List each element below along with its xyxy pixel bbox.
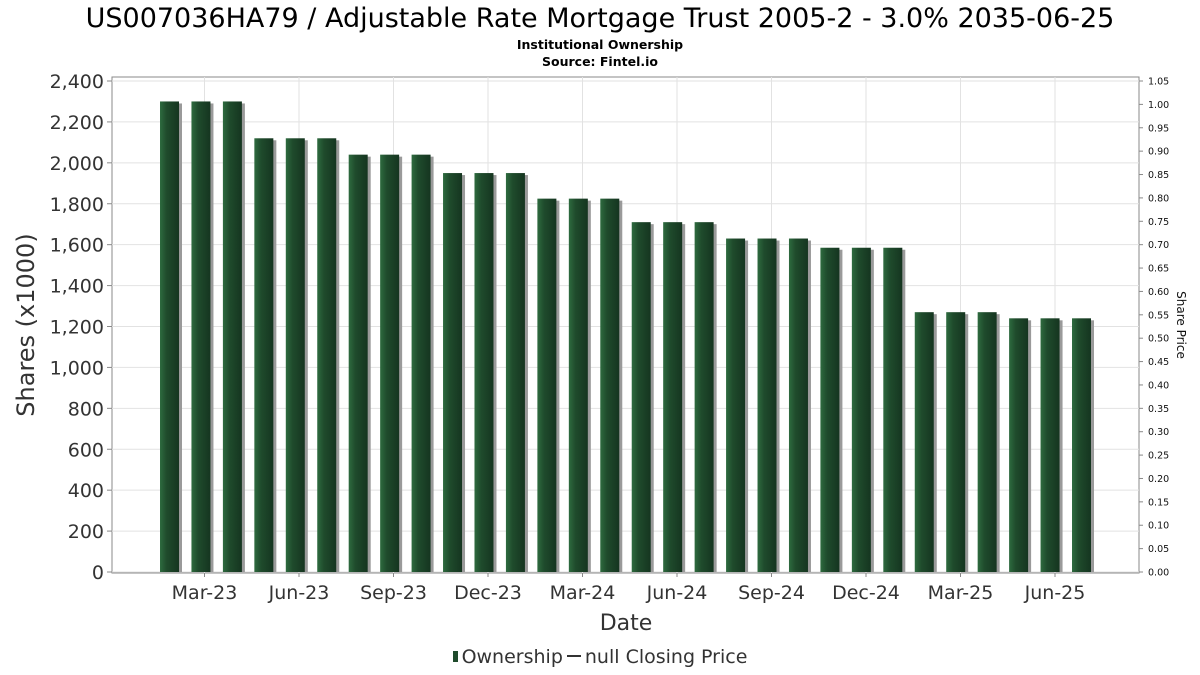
ownership-bar [726,238,746,572]
ownership-bar [222,101,242,572]
chart-title: US007036HA79 / Adjustable Rate Mortgage … [85,3,1115,34]
y-tick-label: 1,000 [50,357,104,379]
x-tick-label: Jun-25 [1024,582,1086,604]
ownership-bar [443,173,463,572]
y2-tick-label: 1.05 [1148,77,1169,88]
y-tick-label: 1,600 [50,235,104,257]
y-tick-label: 200 [68,521,104,543]
y2-tick-label: 0.50 [1148,334,1169,345]
ownership-bar [1009,318,1029,572]
y-tick-label: 0 [92,562,104,584]
y2-tick-label: 0.95 [1148,123,1169,134]
x-tick-label: Dec-23 [454,582,522,604]
y2-tick-label: 0.35 [1148,404,1169,415]
legend-closing-price-label: null Closing Price [584,646,748,668]
y2-tick-label: 0.90 [1148,147,1169,158]
y-tick-label: 1,800 [50,194,104,216]
closing-price-legend-marker [566,655,581,657]
y2-tick-label: 0.15 [1148,497,1169,508]
ownership-bar [380,154,400,572]
ownership-bar [977,312,997,572]
ownership-bar [946,312,966,572]
x-tick-label: Jun-23 [268,582,330,604]
y-tick-label: 2,200 [50,112,104,134]
x-tick-label: Sep-24 [738,582,805,604]
y2-tick-label: 0.45 [1148,357,1169,368]
ownership-bar [348,154,368,572]
ownership-bar [820,247,840,572]
chart-subtitle: Institutional Ownership [516,37,684,52]
y2-tick-label: 0.30 [1148,427,1169,438]
x-tick-label: Mar-24 [550,582,616,604]
y-tick-label: 1,400 [50,276,104,298]
chart-source: Source: Fintel.io [542,54,658,69]
ownership-bar [411,154,431,572]
ownership-bar [474,173,494,572]
y2-tick-label: 0.40 [1148,380,1169,391]
ownership-bar [851,247,871,572]
ownership-bar [757,238,777,572]
x-axis-title: Date [600,611,653,636]
ownership-bar [160,101,179,572]
y2-tick-label: 0.25 [1148,451,1169,462]
ownership-bar [1072,318,1091,572]
ownership-bar [631,222,651,572]
legend-ownership-label: Ownership [461,646,563,668]
y2-tick-label: 0.70 [1148,240,1169,251]
y-tick-label: 400 [68,480,104,502]
ownership-bar [883,247,903,572]
x-tick-label: Sep-23 [360,582,427,604]
y-axis-title: Shares (x1000) [12,233,40,416]
ownership-bar [317,138,337,573]
ownership-bar [191,101,211,572]
ownership-bar [505,173,525,572]
y-tick-label: 600 [68,439,104,461]
ownership-bar [788,238,808,572]
x-tick-label: Jun-24 [646,582,708,604]
legend: Ownership null Closing Price [0,646,1200,668]
y2-tick-label: 0.60 [1148,287,1169,298]
y2-axis-title: Share Price [1174,291,1188,359]
x-tick-label: Dec-24 [832,582,900,604]
y-tick-label: 1,200 [50,317,104,339]
ownership-bar [914,312,934,572]
chart-header: US007036HA79 / Adjustable Rate Mortgage … [0,0,1200,70]
y-tick-label: 2,400 [50,71,104,93]
y2-tick-label: 0.05 [1148,544,1169,555]
y2-tick-label: 0.20 [1148,474,1169,485]
x-tick-label: Mar-23 [172,582,238,604]
ownership-bar [694,222,714,572]
ownership-bar [537,198,557,572]
y-tick-label: 2,000 [50,153,104,175]
y2-tick-label: 0.55 [1148,310,1169,321]
axes: 0 200 400 600 800 1,000 1,200 1,400 1,600 1,800 2,… [12,71,1188,636]
y2-tick-label: 0.00 [1148,568,1169,579]
ownership-legend-marker [452,651,458,662]
ownership-bar [1040,318,1060,572]
y2-tick-label: 0.85 [1148,170,1169,181]
x-tick-label: Mar-25 [928,582,994,604]
ownership-bar [600,198,620,572]
ownership-bar [663,222,683,572]
y2-tick-label: 0.65 [1148,264,1169,275]
y2-tick-label: 1.00 [1148,100,1169,111]
y2-tick-label: 0.75 [1148,217,1169,228]
y2-tick-label: 0.10 [1148,521,1169,532]
ownership-bar [285,138,305,573]
y-tick-label: 800 [68,398,104,420]
ownership-bar [254,138,274,573]
ownership-bar [568,198,588,572]
bars [160,101,1094,573]
y2-tick-label: 0.80 [1148,193,1169,204]
